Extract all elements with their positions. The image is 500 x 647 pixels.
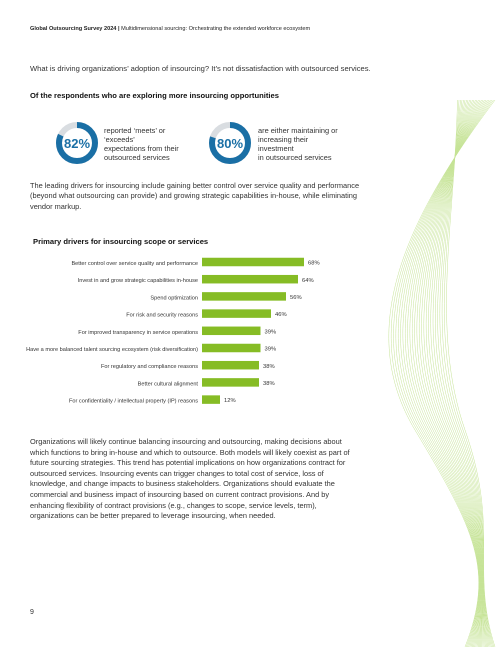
body-paragraph-1: The leading drivers for insourcing inclu…: [30, 181, 360, 211]
category-label: Invest in and grow strategic capabilitie…: [78, 278, 198, 284]
value-label: 56%: [290, 295, 302, 301]
stat-donut-2: 80%: [208, 121, 252, 165]
value-label: 39%: [265, 329, 277, 335]
wave-line: [446, 100, 496, 647]
wave-line: [388, 100, 496, 647]
chart-title: Primary drivers for insourcing scope or …: [33, 237, 209, 246]
bar: [202, 395, 220, 404]
page-number: 9: [30, 609, 34, 616]
bar: [202, 343, 261, 353]
stat-value: 82%: [63, 135, 91, 151]
category-label: Better control over service quality and …: [71, 261, 198, 267]
bar: [202, 360, 259, 370]
value-label: 38%: [263, 381, 275, 387]
stat-line: increasing their investment: [258, 135, 309, 153]
category-label: Better cultural alignment: [138, 381, 199, 387]
bar: [202, 274, 298, 284]
wave-line: [402, 100, 487, 647]
wave-line: [418, 100, 482, 647]
category-label: Spend optimization: [150, 295, 198, 301]
category-label: For confidentiality / intellectual prope…: [69, 399, 198, 405]
bar: [202, 309, 271, 318]
wave-line: [409, 100, 482, 647]
wave-line: [393, 100, 493, 647]
stat-line: are either maintaining or: [258, 126, 338, 135]
category-label: For regulatory and compliance reasons: [101, 364, 198, 370]
donut-arc: [209, 122, 251, 164]
wave-line: [404, 100, 485, 647]
section-title: Of the respondents who are exploring mor…: [30, 91, 279, 100]
wave-line: [390, 100, 494, 647]
category-label: For risk and security reasons: [126, 313, 198, 319]
wave-line: [395, 100, 491, 647]
stat-value: 80%: [216, 135, 244, 151]
stat-description-1: reported ‘meets’ or ‘exceeds’ expectatio…: [104, 126, 184, 162]
bar: [202, 378, 259, 387]
stat-description-2: are either maintaining or increasing the…: [258, 126, 338, 162]
stat-line: expectations from their: [104, 144, 179, 153]
bar-chart: Better control over service quality and …: [26, 257, 320, 405]
value-label: 46%: [275, 312, 287, 318]
value-label: 64%: [302, 278, 314, 284]
bar: [202, 292, 286, 301]
stat-line: outsourced services: [104, 153, 170, 162]
wave-line: [407, 100, 484, 647]
value-label: 68%: [308, 261, 320, 267]
bar: [202, 257, 304, 267]
stat-donut-1: 82%: [55, 121, 99, 165]
stat-line: in outsourced services: [258, 153, 332, 162]
category-label: Have a more balanced talent sourcing eco…: [26, 347, 198, 353]
wave-line: [397, 100, 490, 647]
header-subtitle: Multidimensional sourcing: Orchestrating…: [119, 26, 311, 32]
wave-line: [416, 100, 482, 647]
donut-arc: [56, 122, 98, 164]
bar: [202, 326, 261, 336]
wave-line: [400, 100, 488, 647]
header-survey-title: Global Outsourcing Survey 2024 |: [30, 26, 120, 32]
body-paragraph-2: Organizations will likely continue balan…: [30, 437, 350, 521]
category-label: For improved transparency in service ope…: [78, 330, 198, 336]
stat-line: reported ‘meets’ or ‘exceeds’: [104, 126, 166, 144]
wave-line: [411, 100, 482, 647]
decorative-wave-lines: [388, 100, 496, 647]
intro-text: What is driving organizations’ adoption …: [30, 64, 371, 73]
value-label: 38%: [263, 364, 275, 370]
wave-line: [414, 100, 482, 647]
value-label: 12%: [224, 398, 236, 404]
page-header: Global Outsourcing Survey 2024 | Multidi…: [30, 26, 310, 32]
value-label: 39%: [265, 347, 277, 353]
